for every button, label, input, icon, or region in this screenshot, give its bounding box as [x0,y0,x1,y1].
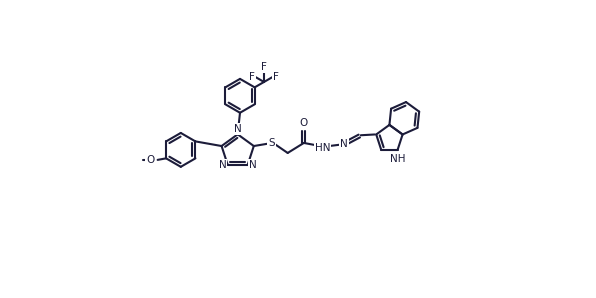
Text: S: S [268,138,275,148]
Text: F: F [261,62,267,72]
Text: N: N [219,160,226,170]
Text: O: O [300,117,308,128]
Text: HN: HN [315,142,330,153]
Text: F: F [250,72,255,82]
Text: O: O [146,155,154,165]
Text: N: N [340,139,347,149]
Text: F: F [273,72,278,82]
Text: N: N [249,160,256,170]
Text: NH: NH [390,154,405,164]
Text: N: N [234,124,241,134]
